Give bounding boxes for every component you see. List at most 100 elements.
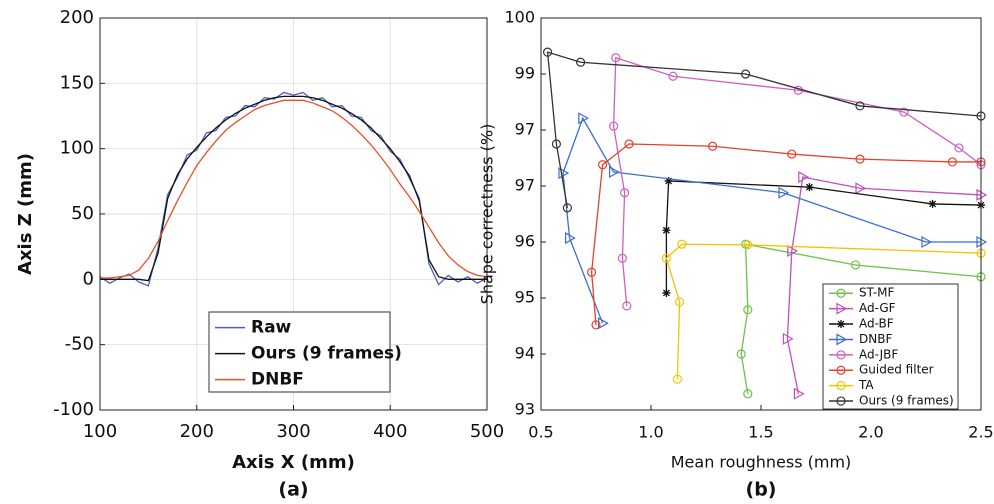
marker (598, 317, 609, 330)
plot-frame (540, 17, 982, 411)
y-tick-label: 150 (60, 72, 94, 93)
legend-label: ST-MF (859, 286, 895, 300)
marker (782, 332, 794, 345)
marker (836, 333, 848, 346)
marker (624, 139, 634, 149)
marker (899, 107, 909, 117)
legend-label: Ours (9 frames) (251, 344, 402, 364)
marker (674, 297, 685, 307)
marker (836, 381, 846, 391)
marker (855, 182, 867, 195)
marker (778, 186, 790, 199)
marker (798, 171, 810, 184)
marker (591, 320, 601, 330)
y-tick-label: 100 (60, 138, 94, 159)
series-line (562, 116, 981, 324)
legend-label: Guided filter (859, 363, 934, 377)
series-line (786, 176, 982, 394)
marker (668, 71, 678, 81)
marker (805, 183, 814, 192)
marker (672, 374, 683, 384)
marker (836, 365, 846, 375)
marker (662, 288, 671, 297)
marker (661, 253, 672, 263)
panel-label: (a) (278, 479, 308, 501)
marker (617, 253, 628, 263)
x-tick-label: 2.5 (968, 423, 993, 442)
marker (575, 57, 586, 67)
marker (743, 305, 753, 315)
y-axis-label: Axis Z (mm) (15, 153, 36, 275)
marker (609, 165, 620, 179)
marker (558, 167, 570, 180)
legend-label: DNBF (251, 370, 304, 390)
x-axis-label: Axis X (mm) (232, 452, 355, 473)
y-tick-label: 0 (83, 268, 94, 289)
legend-label: Ad-BF (859, 317, 894, 331)
y-tick-label: 94 (515, 344, 535, 363)
legend-box (208, 311, 391, 393)
y-tick-label: -100 (53, 399, 94, 420)
marker (677, 239, 687, 249)
marker (787, 244, 799, 257)
series-line (590, 143, 981, 325)
panel-label: (b) (746, 479, 777, 501)
marker (608, 121, 619, 131)
legend-label: Raw (251, 318, 292, 338)
legend-box (822, 283, 959, 410)
y-tick-label: 200 (60, 7, 94, 28)
x-tick-label: 200 (180, 421, 214, 442)
y-tick-label: 99 (515, 64, 535, 83)
legend-label: Ad-GF (859, 301, 896, 315)
x-tick-label: 400 (373, 421, 407, 442)
y-tick-label: 96 (515, 232, 535, 251)
marker (787, 149, 797, 159)
marker (743, 240, 753, 250)
x-tick-label: 100 (83, 421, 117, 442)
marker (837, 320, 845, 329)
y-tick-label: 50 (71, 203, 94, 224)
x-tick-label: 2.0 (858, 423, 883, 442)
series-line (100, 95, 487, 282)
legend-label: Ours (9 frames) (859, 394, 954, 408)
marker (611, 53, 621, 63)
marker (578, 112, 590, 125)
marker (921, 235, 933, 249)
marker (597, 160, 608, 170)
marker (565, 232, 576, 245)
marker (850, 260, 861, 270)
marker (855, 154, 865, 164)
marker (562, 203, 573, 213)
marker (743, 389, 753, 399)
plot-frame (99, 17, 488, 411)
x-tick-label: 1.0 (638, 423, 663, 442)
x-tick-label: 1.5 (748, 423, 773, 442)
y-tick-label: 95 (515, 288, 535, 307)
marker (855, 101, 865, 111)
y-tick-label: 93 (515, 400, 535, 419)
marker (947, 157, 958, 167)
marker (622, 301, 632, 311)
marker (551, 139, 562, 149)
legend-label: TA (858, 378, 874, 392)
y-tick-label: 100 (504, 8, 535, 27)
marker (664, 176, 673, 185)
y-tick-label: 97 (515, 176, 535, 195)
x-axis-label: Mean roughness (mm) (671, 453, 852, 472)
marker (836, 288, 846, 298)
marker (954, 143, 964, 153)
marker (928, 199, 937, 208)
marker (619, 188, 630, 198)
marker (736, 349, 746, 359)
series-line (100, 99, 488, 279)
y-tick-label: 97 (515, 120, 535, 139)
series-line (546, 51, 982, 208)
series-line (740, 243, 982, 394)
series-line (665, 243, 982, 380)
x-tick-label: 300 (276, 421, 310, 442)
marker (740, 69, 751, 79)
marker (836, 396, 846, 406)
marker (707, 141, 718, 151)
marker (836, 302, 848, 315)
